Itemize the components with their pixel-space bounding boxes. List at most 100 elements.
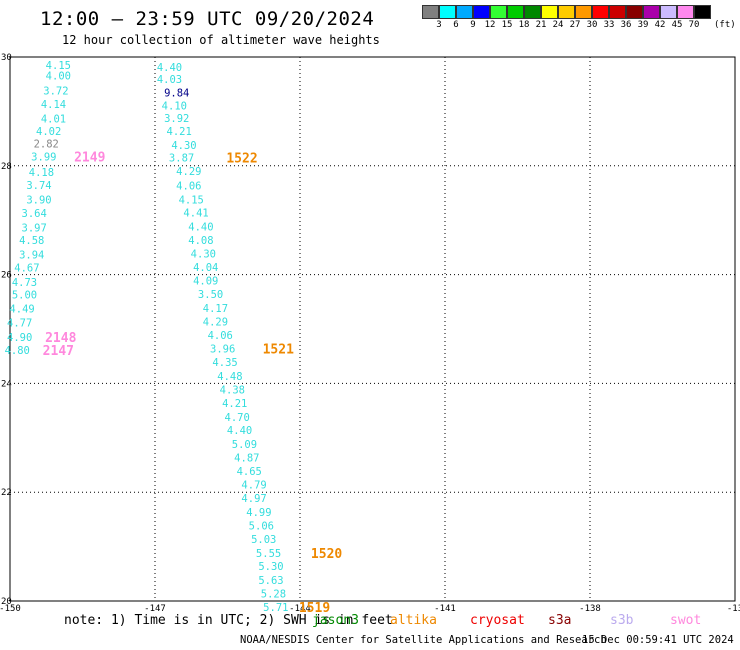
wave-height-label: 4.29 bbox=[203, 316, 228, 328]
legend-labels: (ft) 3 6 9 12 15 18 21 24 27 30 33 36 39 42 45 70 bbox=[422, 19, 740, 33]
wave-height-label: 4.02 bbox=[36, 126, 61, 138]
pass-number-label: 1521 bbox=[263, 343, 294, 358]
legend-swatch bbox=[626, 5, 643, 19]
wave-height-label: 5.06 bbox=[249, 520, 274, 532]
wave-height-label: 3.64 bbox=[22, 208, 47, 220]
wave-height-label: 4.29 bbox=[176, 166, 201, 178]
legend-label: 21 bbox=[535, 20, 547, 30]
wave-height-label: 2.82 bbox=[34, 138, 59, 150]
wave-height-label: 4.15 bbox=[179, 195, 204, 207]
wave-height-label: 3.99 bbox=[31, 152, 56, 164]
legend-label: 30 bbox=[586, 20, 598, 30]
wave-height-label: 4.35 bbox=[212, 357, 237, 369]
legend-label: 36 bbox=[620, 20, 632, 30]
legend-label: 6 bbox=[453, 20, 459, 30]
color-legend: (ft) 3 6 9 12 15 18 21 24 27 30 33 36 39 42 45 70 bbox=[422, 5, 740, 33]
wave-height-label: 4.58 bbox=[19, 235, 44, 247]
legend-swatch bbox=[575, 5, 592, 19]
wave-height-label: 4.08 bbox=[188, 235, 213, 247]
wave-height-label: 4.99 bbox=[246, 507, 271, 519]
legend-label: 45 bbox=[671, 20, 683, 30]
wave-height-label: 5.09 bbox=[232, 439, 257, 451]
legend-label: 39 bbox=[637, 20, 649, 30]
page-title: 12:00 – 23:59 UTC 09/20/2024 bbox=[40, 8, 375, 30]
wave-height-label: 5.03 bbox=[251, 534, 276, 546]
legend-swatch bbox=[456, 5, 473, 19]
wave-height-label: 4.77 bbox=[7, 317, 32, 329]
legend-label: 12 bbox=[484, 20, 496, 30]
wave-height-label: 4.10 bbox=[162, 100, 187, 112]
wave-height-label: 5.00 bbox=[12, 290, 37, 302]
pass-number-label: 2148 bbox=[45, 331, 76, 346]
wave-height-label: 4.04 bbox=[193, 262, 218, 274]
wave-height-label: 3.90 bbox=[26, 195, 51, 207]
wave-height-label: 4.06 bbox=[208, 330, 233, 342]
wave-height-label: 4.70 bbox=[225, 412, 250, 424]
wave-height-label: 4.17 bbox=[203, 303, 228, 315]
wave-height-label: 4.79 bbox=[241, 480, 266, 492]
wave-height-label: 4.21 bbox=[222, 398, 247, 410]
lon-tick-label: -144 bbox=[289, 604, 311, 614]
legend-swatch bbox=[473, 5, 490, 19]
lat-tick-label: 26 bbox=[1, 271, 12, 281]
lon-tick-label: -138 bbox=[579, 604, 601, 614]
legend-swatch bbox=[524, 5, 541, 19]
wave-height-label: 3.50 bbox=[198, 289, 223, 301]
satellite-altika: altika bbox=[390, 613, 437, 628]
page-subtitle: 12 hour collection of altimeter wave hei… bbox=[62, 33, 380, 47]
wave-height-label: 5.71 bbox=[263, 602, 288, 614]
lon-tick-label: -147 bbox=[144, 604, 166, 614]
legend-unit: (ft) bbox=[714, 20, 736, 30]
wave-height-label: 4.30 bbox=[191, 248, 216, 260]
legend-swatch bbox=[490, 5, 507, 19]
footer-timestamp: 15 Dec 00:59:41 UTC 2024 bbox=[582, 634, 734, 646]
satellite-s3b: s3b bbox=[610, 613, 634, 628]
lon-tick-label: -141 bbox=[434, 604, 456, 614]
wave-height-label: 4.40 bbox=[227, 425, 252, 437]
pass-number-label: 1520 bbox=[311, 547, 342, 562]
wave-height-label: 4.65 bbox=[237, 466, 262, 478]
footer-credit: NOAA/NESDIS Center for Satellite Applica… bbox=[240, 634, 607, 646]
wave-height-label: 4.73 bbox=[12, 277, 37, 289]
wave-height-label: 3.92 bbox=[164, 113, 189, 125]
legend-swatch bbox=[592, 5, 609, 19]
satellite-s3a: s3a bbox=[548, 613, 572, 628]
wave-height-label: 4.18 bbox=[29, 167, 54, 179]
wave-height-label: 4.41 bbox=[183, 208, 208, 220]
wave-height-label: 5.28 bbox=[261, 588, 286, 600]
wave-height-label: 4.90 bbox=[7, 332, 32, 344]
legend-label: 3 bbox=[436, 20, 442, 30]
legend-swatch bbox=[694, 5, 711, 19]
wave-height-label: 5.30 bbox=[258, 561, 283, 573]
legend-swatch bbox=[422, 5, 439, 19]
pass-number-label: 1519 bbox=[299, 601, 330, 616]
legend-swatch bbox=[677, 5, 694, 19]
wave-height-label: 4.67 bbox=[14, 263, 39, 275]
wave-height-label: 4.80 bbox=[5, 345, 30, 357]
lat-tick-label: 24 bbox=[1, 379, 12, 389]
wave-height-label: 4.40 bbox=[157, 62, 182, 74]
wave-height-label: 4.14 bbox=[41, 99, 66, 111]
wave-height-label: 3.72 bbox=[43, 86, 68, 98]
note-text: note: 1) Time is in UTC; 2) SWH is in fe… bbox=[64, 613, 393, 628]
lon-tick-label: -13 bbox=[727, 604, 740, 614]
lat-tick-label: 28 bbox=[1, 162, 12, 172]
legend-label: 18 bbox=[518, 20, 530, 30]
wave-height-label: 4.06 bbox=[176, 180, 201, 192]
wave-height-label: 3.94 bbox=[19, 249, 44, 261]
legend-swatch bbox=[660, 5, 677, 19]
legend-label: 42 bbox=[654, 20, 666, 30]
wave-height-label: 4.21 bbox=[167, 126, 192, 138]
wave-height-label: 4.49 bbox=[9, 303, 34, 315]
wave-height-label: 5.55 bbox=[256, 548, 281, 560]
wave-height-label: 9.84 bbox=[164, 87, 189, 99]
pass-number-label: 1522 bbox=[226, 152, 257, 167]
legend-swatch bbox=[541, 5, 558, 19]
legend-label: 9 bbox=[470, 20, 476, 30]
wave-height-label: 3.87 bbox=[169, 153, 194, 165]
plot-frame bbox=[9, 56, 736, 602]
legend-label: 27 bbox=[569, 20, 581, 30]
wave-height-label: 3.74 bbox=[26, 180, 51, 192]
wave-height-label: 4.40 bbox=[188, 222, 213, 234]
wave-height-label: 4.30 bbox=[171, 140, 196, 152]
